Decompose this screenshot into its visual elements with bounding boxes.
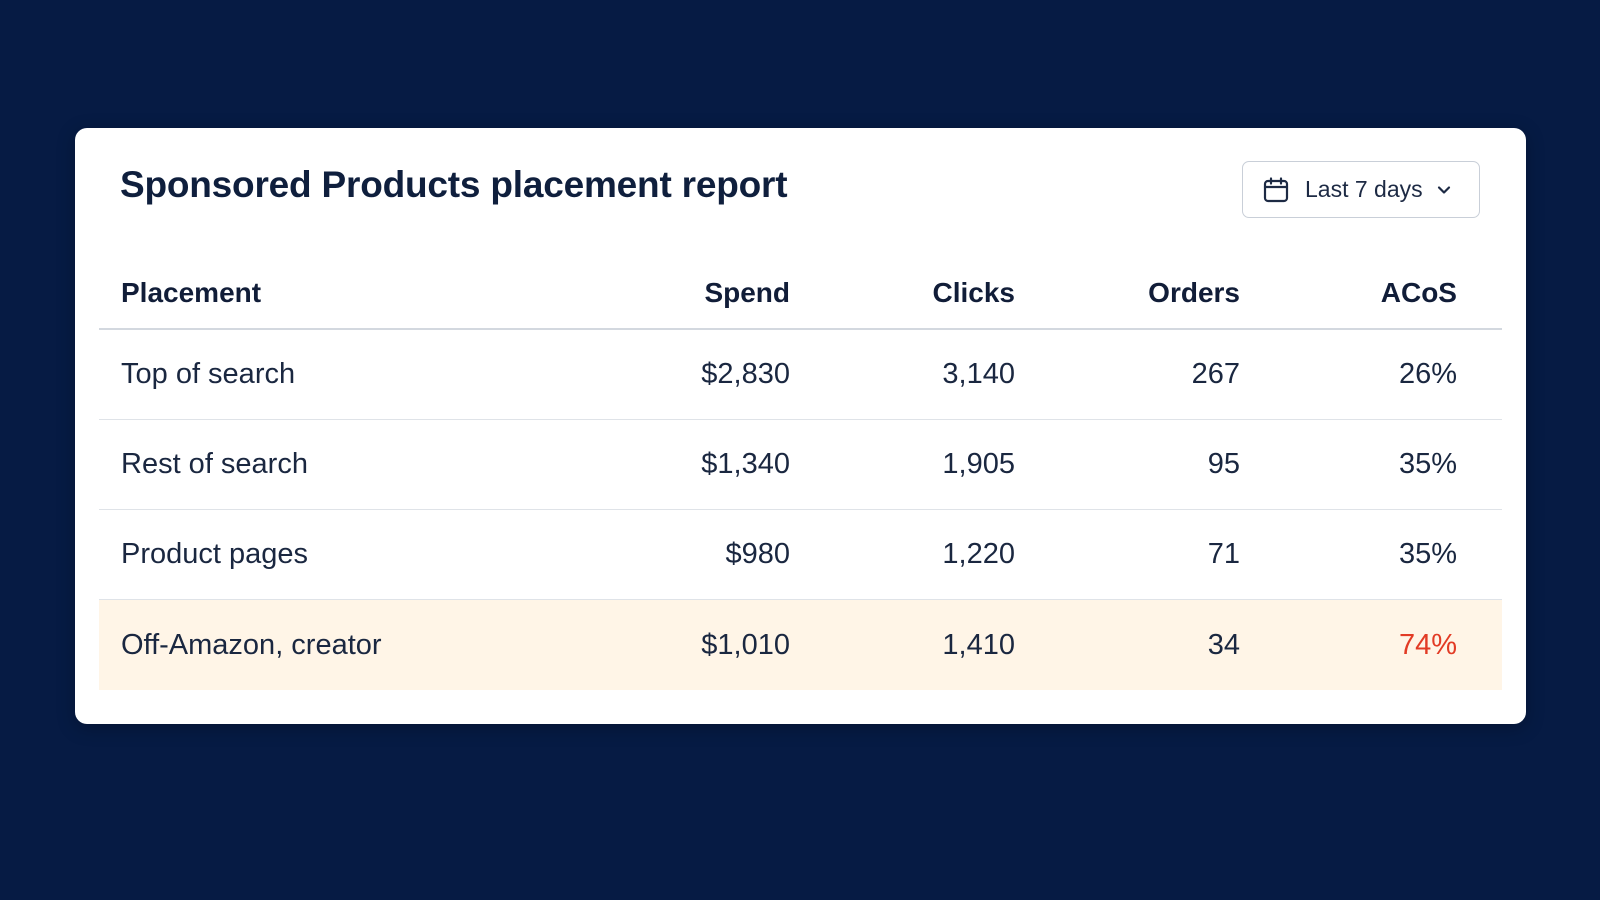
acos-cell: 35%	[1398, 538, 1457, 570]
page-title: Sponsored Products placement report	[120, 164, 788, 205]
acos-cell: 26%	[1398, 358, 1457, 390]
clicks-cell: 1,220	[942, 538, 1015, 570]
table-row: Top of search $2,830 3,140 267 26%	[99, 330, 1502, 420]
placement-cell: Off-Amazon, creator	[121, 628, 382, 661]
spend-cell: $1,340	[701, 448, 790, 480]
acos-cell-alert: 74%	[1398, 628, 1457, 661]
clicks-cell: 1,905	[942, 448, 1015, 480]
table-row: Product pages $980 1,220 71 35%	[99, 510, 1502, 600]
clicks-cell: 3,140	[942, 358, 1015, 390]
chevron-down-icon	[1435, 181, 1453, 199]
placement-cell: Rest of search	[121, 448, 308, 480]
column-header-orders[interactable]: Orders	[1148, 277, 1240, 308]
spend-cell: $980	[725, 538, 790, 570]
column-header-acos[interactable]: ACoS	[1380, 277, 1457, 308]
date-range-label: Last 7 days	[1305, 176, 1423, 202]
spend-cell: $1,010	[701, 628, 790, 661]
orders-cell: 34	[1207, 628, 1240, 661]
date-range-dropdown[interactable]: Last 7 days	[1242, 161, 1480, 218]
orders-cell: 95	[1207, 448, 1240, 480]
table-row-highlighted: Off-Amazon, creator $1,010 1,410 34 74%	[99, 600, 1502, 690]
orders-cell: 267	[1191, 358, 1240, 390]
placement-report-card: Sponsored Products placement report Last…	[75, 128, 1526, 724]
spend-cell: $2,830	[701, 358, 790, 390]
column-header-clicks[interactable]: Clicks	[932, 277, 1016, 308]
table-row: Rest of search $1,340 1,905 95 35%	[99, 420, 1502, 510]
placement-table: Placement Spend Clicks Orders ACoS Top o…	[99, 258, 1502, 690]
column-header-spend[interactable]: Spend	[704, 277, 790, 308]
orders-cell: 71	[1207, 538, 1240, 570]
placement-cell: Top of search	[121, 358, 296, 390]
acos-cell: 35%	[1398, 448, 1457, 480]
placement-cell: Product pages	[121, 538, 309, 570]
calendar-icon	[1262, 176, 1290, 204]
column-header-placement[interactable]: Placement	[121, 277, 262, 308]
clicks-cell: 1,410	[942, 628, 1015, 661]
table-header-row: Placement Spend Clicks Orders ACoS	[99, 258, 1502, 330]
